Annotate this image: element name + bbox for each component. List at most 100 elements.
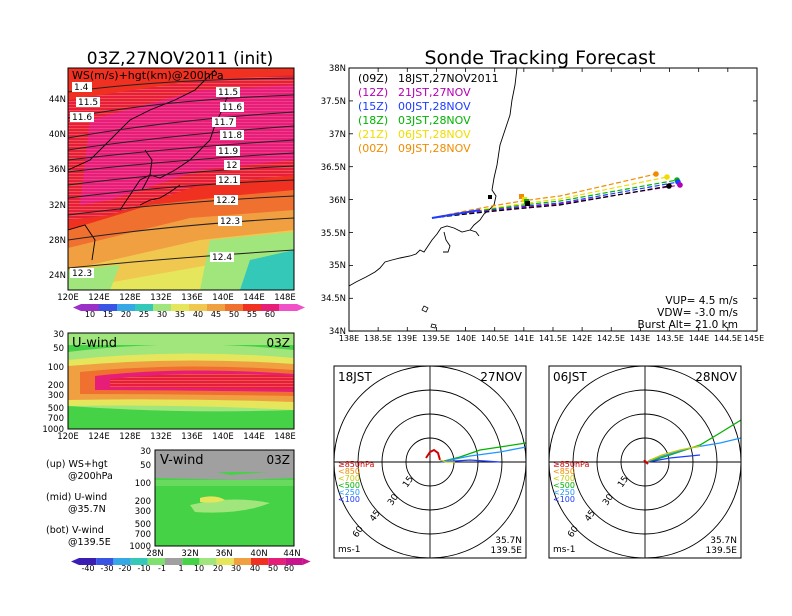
svg-text:40: 40 bbox=[193, 310, 203, 319]
svg-text:<500: <500 bbox=[338, 481, 360, 490]
svg-text:30: 30 bbox=[601, 492, 616, 507]
track-legend-item: (21Z) 06JST,28NOV bbox=[358, 128, 471, 141]
svg-text:50: 50 bbox=[53, 344, 64, 354]
svg-text:500: 500 bbox=[135, 520, 151, 530]
svg-text:700: 700 bbox=[48, 414, 64, 424]
svg-text:(09Z): (09Z) bbox=[358, 72, 388, 85]
hodo2-date: 28NOV bbox=[695, 370, 737, 384]
wind-colorbar-swatch bbox=[147, 558, 165, 565]
ws-colorbar-swatch bbox=[171, 304, 189, 311]
svg-text:144E: 144E bbox=[689, 334, 709, 343]
svg-text:36N: 36N bbox=[49, 165, 66, 175]
track-legend-item: (18Z) 03JST,28NOV bbox=[358, 114, 471, 127]
hodo1-unit: ms-1 bbox=[338, 545, 360, 555]
track-lon-labels: 138E 138.5E 139E 139.5E 140E 140.5E 141E… bbox=[339, 334, 764, 343]
svg-text:30: 30 bbox=[231, 564, 241, 573]
svg-text:(18Z): (18Z) bbox=[358, 114, 388, 127]
hodo2-unit: ms-1 bbox=[553, 545, 575, 555]
svg-text:(00Z): (00Z) bbox=[358, 142, 388, 155]
ws-colorbar-swatch bbox=[261, 304, 279, 311]
svg-text:1000: 1000 bbox=[129, 542, 151, 552]
height-label: 11.5 bbox=[216, 87, 240, 98]
svg-text:12.3: 12.3 bbox=[72, 269, 92, 279]
wind-colorbar-swatch bbox=[216, 558, 234, 565]
svg-text:128E: 128E bbox=[119, 432, 141, 442]
track-legend: (09Z) 18JST,27NOV2011 (12Z) 21JST,27NOV … bbox=[358, 72, 499, 155]
hodo1-date: 27NOV bbox=[480, 370, 522, 384]
svg-text:141E: 141E bbox=[514, 334, 534, 343]
svg-text:144.5E: 144.5E bbox=[714, 334, 742, 343]
vwind-time: 03Z bbox=[267, 453, 291, 467]
map-label: WS(m/s)+hgt(km)@200hPa bbox=[72, 69, 224, 82]
ws-colorbar: 10 15 20 25 30 35 40 45 50 55 60 bbox=[73, 304, 305, 319]
svg-text:144E: 144E bbox=[243, 293, 265, 303]
svg-text:132E: 132E bbox=[150, 293, 172, 303]
hodo2-lon: 139.5E bbox=[706, 546, 738, 556]
hodo2-time: 06JST bbox=[553, 370, 587, 384]
height-label: 11.9 bbox=[216, 146, 240, 157]
panel-legend: (up) WS+hgt @200hPa (mid) U-wind @35.7N … bbox=[46, 459, 113, 548]
wind-colorbar-swatch bbox=[113, 558, 131, 565]
svg-text:12.1: 12.1 bbox=[218, 176, 238, 186]
svg-text:38N: 38N bbox=[329, 64, 346, 74]
hodograph-18jst: 18JST 27NOV 15 30 45 60 ≥850hPa <850 <70… bbox=[333, 365, 527, 559]
svg-text:500: 500 bbox=[48, 404, 64, 414]
svg-text:11.9: 11.9 bbox=[218, 147, 238, 157]
svg-text:32N: 32N bbox=[49, 201, 66, 211]
svg-text:36N: 36N bbox=[329, 196, 346, 206]
svg-text:60: 60 bbox=[351, 524, 366, 539]
svg-text:132E: 132E bbox=[150, 432, 172, 442]
svg-text:25: 25 bbox=[139, 310, 149, 319]
track-legend-item: (15Z) 00JST,28NOV bbox=[358, 100, 471, 113]
svg-text:24N: 24N bbox=[49, 271, 66, 281]
uwind-lon-labels: 120E 124E 128E 132E 136E 140E 144E 148E bbox=[57, 432, 296, 442]
svg-text:30: 30 bbox=[140, 447, 151, 457]
uwind-p-labels: 30 50 100 200 300 500 700 1000 bbox=[42, 330, 64, 435]
height-label: 12.3 bbox=[218, 216, 242, 227]
svg-text:20: 20 bbox=[121, 310, 131, 319]
svg-text:≥850hPa: ≥850hPa bbox=[553, 460, 590, 469]
hodo1-levels: ≥850hPa <850 <700 <500 <250 <100 bbox=[338, 460, 375, 504]
svg-text:(bot) V-wind: (bot) V-wind bbox=[46, 525, 104, 536]
svg-text:34.5N: 34.5N bbox=[321, 294, 346, 304]
svg-text:03JST,28NOV: 03JST,28NOV bbox=[398, 114, 471, 127]
svg-text:12: 12 bbox=[226, 161, 237, 171]
svg-text:40: 40 bbox=[250, 564, 260, 573]
svg-text:300: 300 bbox=[48, 391, 64, 401]
svg-text:148E: 148E bbox=[274, 293, 296, 303]
svg-text:60: 60 bbox=[284, 564, 294, 573]
svg-text:36.5N: 36.5N bbox=[321, 163, 346, 173]
svg-text:44N: 44N bbox=[283, 549, 300, 559]
ws-colorbar-swatch bbox=[189, 304, 207, 311]
wind-colorbar-swatch bbox=[130, 558, 148, 565]
ws-colorbar-labels: 10 15 20 25 30 35 40 45 50 55 60 bbox=[85, 310, 275, 319]
height-label: 12.2 bbox=[214, 195, 238, 206]
svg-text:60: 60 bbox=[265, 310, 275, 319]
svg-text:-30: -30 bbox=[100, 564, 113, 573]
svg-text:200: 200 bbox=[48, 381, 64, 391]
svg-text:143.5E: 143.5E bbox=[656, 334, 684, 343]
vwind-panel: V-wind 03Z 30 50 100 200 300 500 700 100… bbox=[129, 447, 300, 559]
uwind-panel: U-wind 03Z 30 50 100 200 300 500 700 100… bbox=[42, 330, 295, 442]
svg-text:28N: 28N bbox=[49, 236, 66, 246]
svg-text:300: 300 bbox=[135, 507, 151, 517]
svg-text:139E: 139E bbox=[397, 334, 417, 343]
svg-text:60: 60 bbox=[566, 524, 581, 539]
hodo2-levels: ≥850hPa <850 <700 <500 <250 <100 bbox=[553, 460, 590, 504]
svg-text:10: 10 bbox=[85, 310, 95, 319]
svg-text:120E: 120E bbox=[57, 293, 79, 303]
hodograph-06jst: 06JST 28NOV 15 30 45 60 ≥850hPa <850 <70… bbox=[548, 365, 742, 559]
svg-text:37.5N: 37.5N bbox=[321, 97, 346, 107]
wind-colorbar-swatch bbox=[165, 558, 183, 565]
svg-text:140E: 140E bbox=[212, 293, 234, 303]
svg-text:143E: 143E bbox=[630, 334, 650, 343]
svg-text:55: 55 bbox=[247, 310, 257, 319]
svg-text:@200hPa: @200hPa bbox=[68, 471, 113, 482]
svg-text:(15Z): (15Z) bbox=[358, 100, 388, 113]
svg-text:<250: <250 bbox=[338, 488, 360, 497]
svg-text:@35.7N: @35.7N bbox=[68, 504, 106, 515]
map-lon-labels: 120E 124E 128E 132E 136E 140E 144E 148E bbox=[57, 293, 296, 303]
ws-colorbar-swatch bbox=[117, 304, 135, 311]
svg-text:11.5: 11.5 bbox=[78, 98, 98, 108]
